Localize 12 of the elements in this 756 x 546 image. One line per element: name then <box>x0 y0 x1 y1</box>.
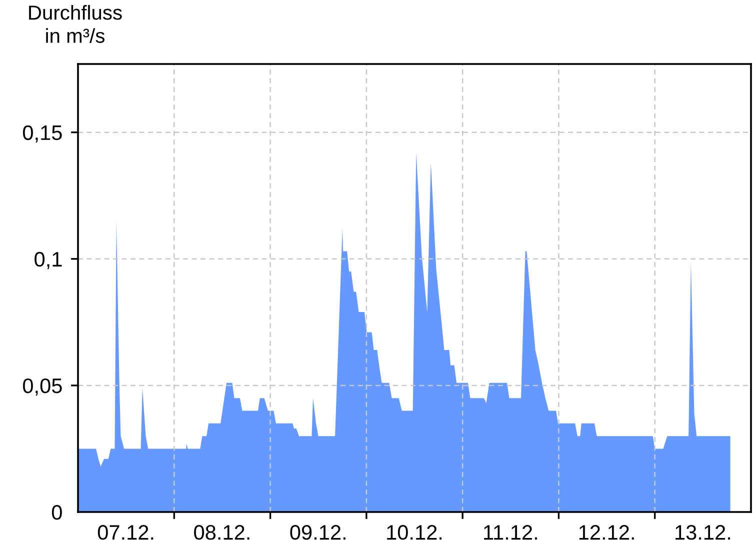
y-tick-label: 0 <box>52 505 62 520</box>
y-tick-label: 0,1 <box>34 252 62 270</box>
y-axis-title: Durchfluss in m³/s <box>29 5 122 43</box>
x-tick-label: 11.12. <box>484 525 537 540</box>
x-tick-label: 07.12. <box>98 525 154 540</box>
x-tick-label: 08.12. <box>194 525 250 540</box>
x-tick-label: 13.12. <box>676 525 730 540</box>
y-tick-label: 0,05 <box>22 378 62 396</box>
x-tick-label: 09.12. <box>290 525 346 540</box>
x-tick-label: 10.12. <box>387 525 442 540</box>
x-tick-label: 12.12. <box>579 525 634 540</box>
y-tick-label: 0,15 <box>22 125 62 143</box>
